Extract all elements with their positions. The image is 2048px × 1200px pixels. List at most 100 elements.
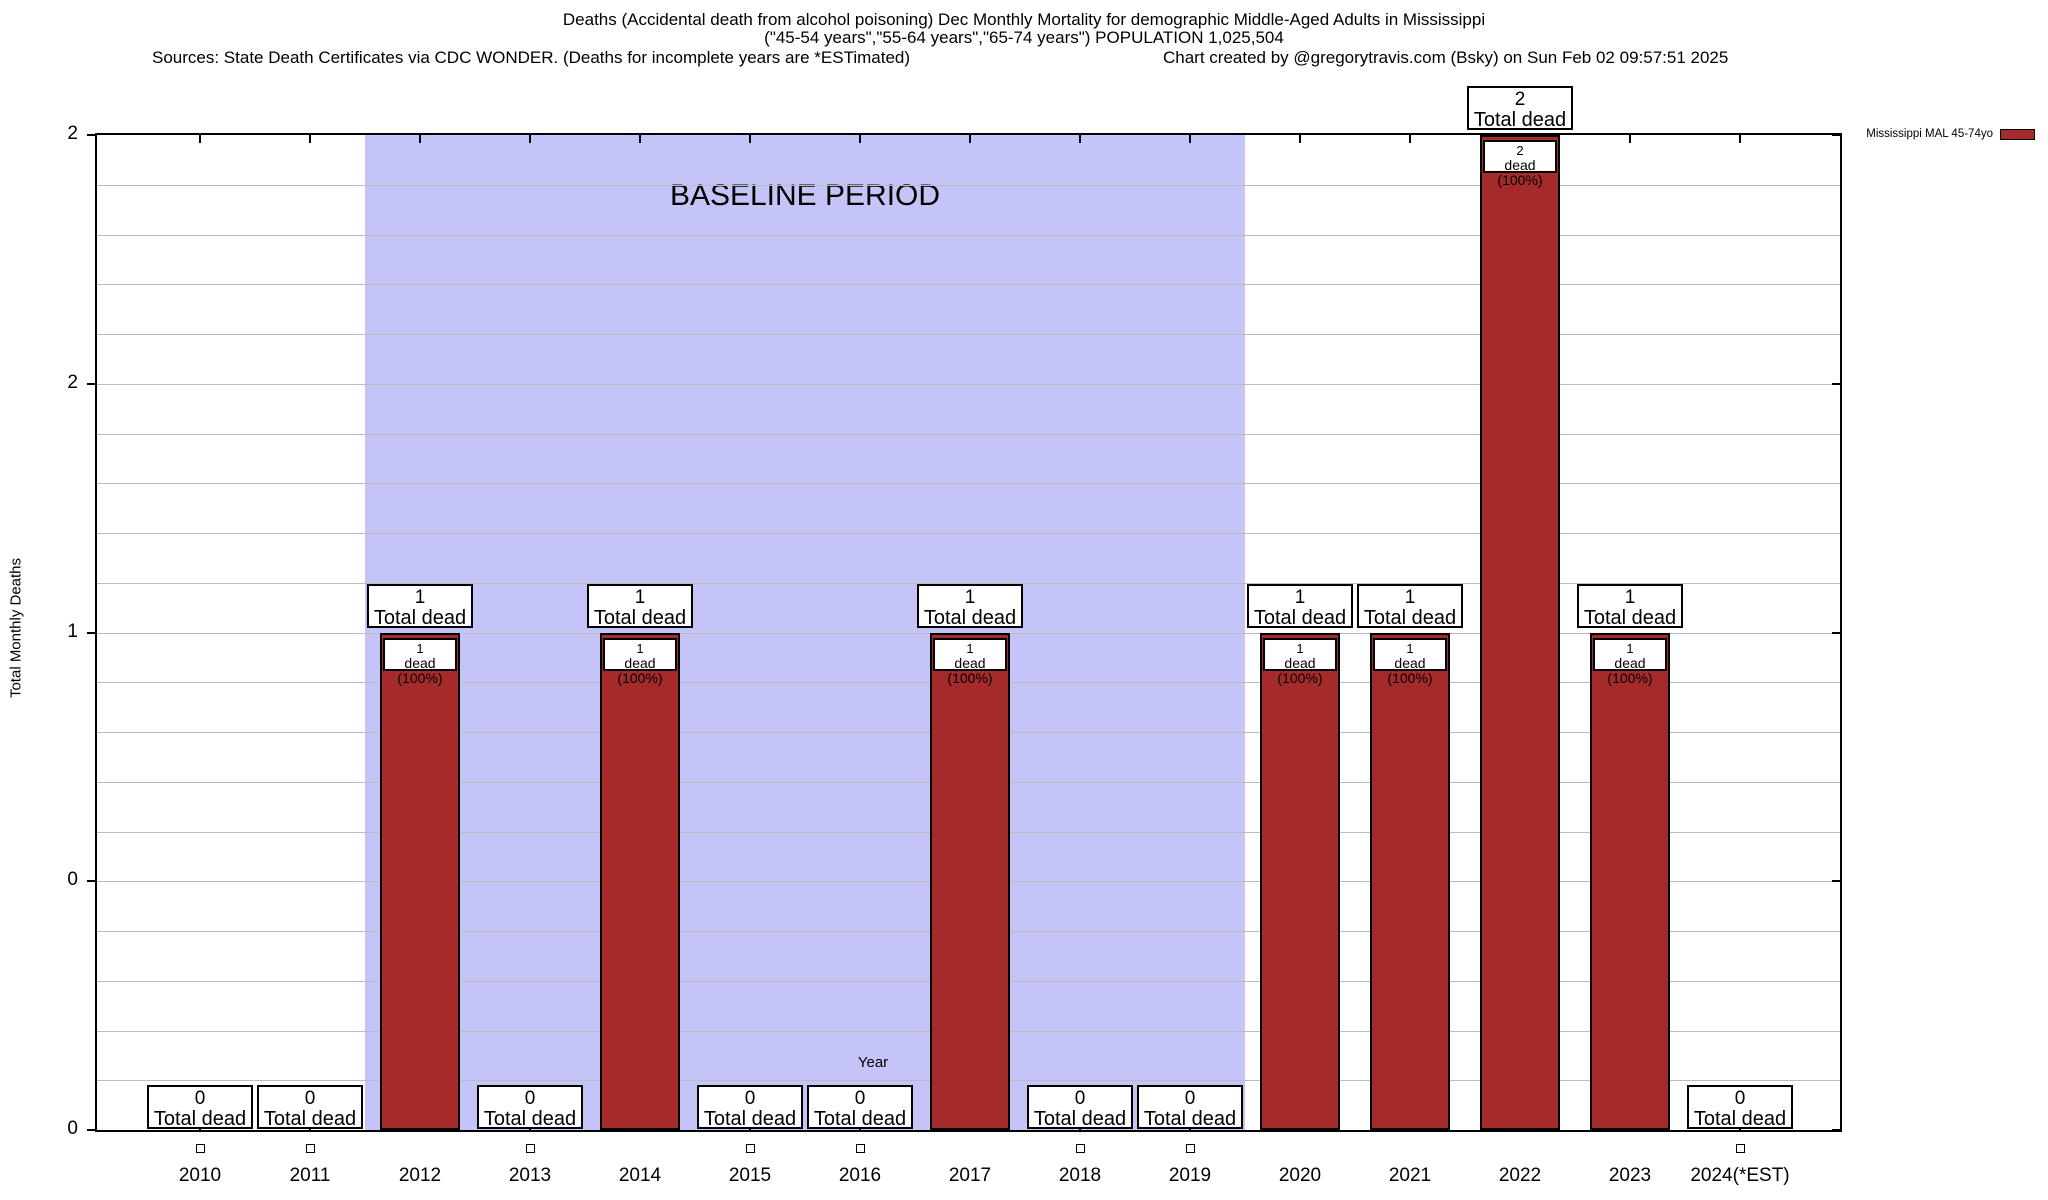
horizontal-gridline	[97, 383, 1840, 385]
horizontal-gridline	[97, 334, 1840, 335]
zero-marker-2018	[1075, 1144, 1085, 1153]
x-axis-tick-label: 2021	[1388, 1165, 1432, 1186]
total-text: Total dead	[1583, 606, 1677, 629]
inner-value: 1	[416, 640, 424, 656]
total-value: 0	[854, 1088, 866, 1109]
bar-inner-label-2022: 2 dead (100%)	[1483, 140, 1557, 188]
zero-marker-2019	[1185, 1144, 1195, 1153]
total-value: 0	[1184, 1088, 1196, 1109]
total-value: 1	[964, 586, 976, 608]
y-axis-tick-right	[1832, 880, 1840, 883]
bar-2023	[1590, 632, 1670, 1130]
bar-total-label-2022: 2 Total dead	[1467, 86, 1573, 131]
total-text: Total dead	[373, 606, 467, 629]
x-axis-tick-top	[1629, 135, 1631, 143]
zero-total-label-2016: 0 Total dead	[807, 1085, 913, 1130]
x-axis-tick-top	[419, 135, 421, 143]
x-axis-tick-label: 2017	[948, 1165, 992, 1186]
inner-text: dead (100%)	[1387, 654, 1433, 686]
plot-area: BASELINE PERIOD 0 0 1 2 2 2010 0 Total dead 2011 0…	[67, 86, 1842, 1186]
x-axis-tick-label: 2024(*EST)	[1690, 1165, 1790, 1186]
bar-2020	[1260, 632, 1340, 1130]
x-axis-tick-top	[639, 135, 641, 143]
horizontal-gridline	[97, 533, 1840, 534]
baseline-period-label: BASELINE PERIOD	[669, 179, 941, 212]
y-axis-tick-left	[87, 382, 95, 385]
x-axis-tick-label: 2013	[508, 1165, 552, 1186]
y-axis-tick-right	[1832, 382, 1840, 385]
bar-2022	[1480, 135, 1560, 1130]
x-axis-tick-label: 2016	[838, 1165, 882, 1186]
bar-total-label-2017: 1 Total dead	[917, 583, 1023, 629]
total-value: 0	[1734, 1088, 1746, 1109]
bar-inner-label-2017: 1 dead (100%)	[933, 637, 1007, 685]
zero-total-label-2010: 0 Total dead	[147, 1085, 253, 1130]
total-text: Total dead	[593, 606, 687, 629]
x-axis-tick-label: 2015	[728, 1165, 772, 1186]
x-axis-tick-top	[309, 135, 311, 143]
total-value: 0	[524, 1088, 536, 1109]
zero-total-label-2024(*EST): 0 Total dead	[1687, 1085, 1793, 1130]
total-text: Total dead	[923, 606, 1017, 629]
bar-total-label-2014: 1 Total dead	[587, 583, 693, 629]
x-axis-tick-top	[529, 135, 531, 143]
y-axis-tick-left	[87, 1129, 95, 1131]
bar-total-label-2023: 1 Total dead	[1577, 583, 1683, 629]
y-axis-tick-label: 1	[67, 620, 78, 642]
total-value: 0	[304, 1088, 316, 1109]
chart-title-line2: ("45-54 years","55-64 years","65-74 year…	[764, 28, 1284, 47]
inner-text: dead (100%)	[1607, 654, 1653, 686]
inner-value: 1	[966, 640, 974, 656]
zero-marker-2010	[195, 1144, 205, 1153]
x-axis-tick-label: 2014	[618, 1165, 662, 1186]
total-value: 1	[414, 586, 426, 608]
zero-marker-2024(*EST)	[1735, 1144, 1745, 1153]
legend-swatch-icon	[2000, 128, 2035, 140]
y-axis-tick-right	[1832, 134, 1840, 136]
total-text: Total dead	[813, 1108, 907, 1130]
total-text: Total dead	[703, 1108, 797, 1130]
y-axis-title: Total Monthly Deaths	[7, 557, 25, 699]
x-axis-tick-top	[1409, 135, 1411, 143]
chart-title-line1: Deaths (Accidental death from alcohol po…	[562, 10, 1486, 29]
y-axis-tick-label: 0	[67, 1117, 78, 1139]
x-axis-tick-top	[859, 135, 861, 143]
zero-total-label-2015: 0 Total dead	[697, 1085, 803, 1130]
bar-inner-label-2014: 1 dead (100%)	[603, 637, 677, 685]
horizontal-gridline	[97, 234, 1840, 236]
x-axis-tick-label: 2023	[1608, 1165, 1652, 1186]
x-axis-tick-top	[969, 135, 971, 143]
inner-text: dead (100%)	[947, 654, 993, 686]
total-text: Total dead	[1253, 606, 1347, 629]
total-value: 1	[634, 586, 646, 608]
total-value: 1	[1624, 586, 1636, 608]
total-text: Total dead	[263, 1108, 357, 1130]
y-axis-tick-label: 2	[67, 371, 78, 393]
x-axis-tick-top	[1739, 135, 1741, 143]
y-axis-tick-left	[87, 631, 95, 634]
inner-text: dead (100%)	[1497, 157, 1543, 188]
total-value: 1	[1404, 586, 1416, 608]
y-axis-tick-right	[1832, 631, 1840, 634]
y-axis-tick-left	[87, 880, 95, 883]
legend-series-label: Mississippi MAL 45-74yo	[1866, 128, 1993, 140]
credit-note: Chart created by @gregorytravis.com (Bsk…	[1163, 48, 1729, 67]
y-axis-tick-left	[87, 134, 95, 136]
bar-inner-label-2012: 1 dead (100%)	[383, 637, 457, 685]
x-axis-tick-top	[199, 135, 201, 143]
total-value: 0	[1074, 1088, 1086, 1109]
zero-total-label-2019: 0 Total dead	[1137, 1085, 1243, 1130]
x-axis-tick-label: 2018	[1058, 1165, 1102, 1186]
zero-marker-2016	[855, 1144, 865, 1153]
zero-marker-2015	[745, 1144, 755, 1153]
horizontal-gridline	[97, 184, 1840, 186]
total-value: 1	[1294, 586, 1306, 608]
bar-inner-label-2021: 1 dead (100%)	[1373, 637, 1447, 685]
bar-inner-label-2023: 1 dead (100%)	[1593, 637, 1667, 685]
bar-2017	[930, 632, 1010, 1130]
total-value: 0	[744, 1088, 756, 1109]
inner-value: 1	[1296, 640, 1304, 656]
inner-text: dead (100%)	[397, 654, 443, 686]
total-text: Total dead	[1033, 1108, 1127, 1130]
inner-value: 2	[1516, 143, 1524, 158]
